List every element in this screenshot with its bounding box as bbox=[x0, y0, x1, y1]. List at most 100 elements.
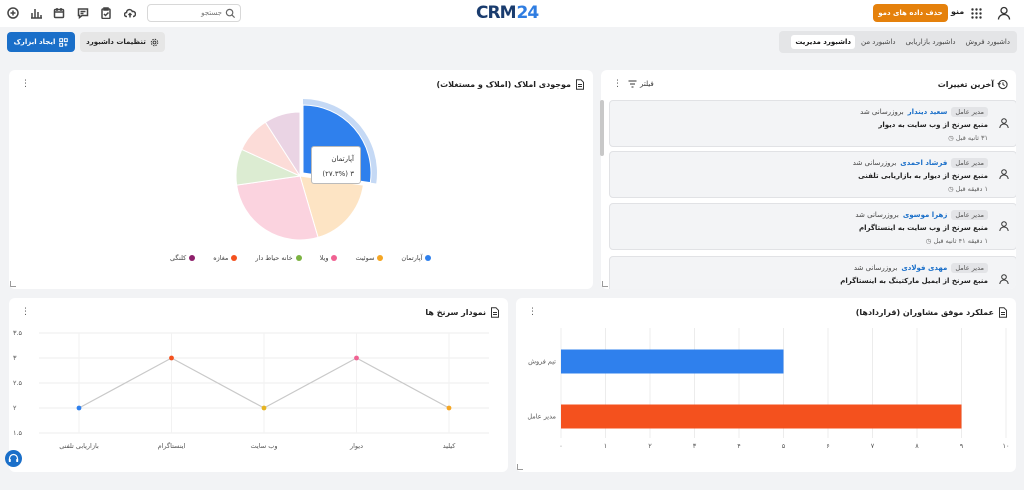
x-tick-label: ۹ bbox=[960, 442, 964, 450]
legend-label: سوئیت bbox=[355, 254, 375, 262]
pie-slice[interactable] bbox=[236, 175, 319, 241]
x-tick-label: ۵ bbox=[782, 442, 786, 450]
legend-item[interactable]: خانه حیاط دار bbox=[255, 254, 302, 262]
person-icon bbox=[999, 274, 1009, 285]
data-point[interactable] bbox=[169, 355, 174, 361]
property-inventory-title: موجودی املاک (املاک و مستغلات) bbox=[436, 80, 571, 89]
filter-button[interactable]: فیلتر bbox=[628, 80, 654, 88]
pie-slice[interactable] bbox=[299, 175, 364, 239]
grid-menu-icon[interactable] bbox=[971, 8, 982, 19]
legend-item[interactable]: آپارتمان bbox=[401, 254, 432, 262]
resize-handle[interactable] bbox=[602, 281, 608, 287]
bar[interactable] bbox=[561, 349, 784, 374]
y-category-label: تیم فروش bbox=[528, 358, 556, 366]
legend-label: ویلا bbox=[319, 254, 329, 262]
y-tick-label: ۱.۵ bbox=[13, 429, 23, 437]
feed-item[interactable]: مدیر عامل زهرا موسوی بروزرسانی شد منبع سرن… bbox=[609, 203, 1016, 250]
document-icon bbox=[999, 307, 1007, 318]
feed-item[interactable]: مدیر عامل فرشاد احمدی بروزرسانی شد منبع سر… bbox=[609, 151, 1016, 198]
feed-detail: منبع سرنخ از دیوار به بازاریابی تلفنی bbox=[858, 172, 988, 180]
dashboard-settings-label: تنظیمات داشبورد bbox=[86, 38, 146, 46]
dashboard-settings-button[interactable]: تنظیمات داشبورد bbox=[80, 32, 165, 52]
feed-user-name[interactable]: سعید دیندار bbox=[907, 108, 948, 116]
data-point[interactable] bbox=[446, 405, 452, 411]
x-tick-label: ۳ bbox=[693, 442, 697, 450]
legend-dot bbox=[377, 255, 384, 261]
data-point[interactable] bbox=[261, 405, 267, 411]
legend-item[interactable]: سوئیت bbox=[355, 254, 384, 262]
clock-icon: ◷ bbox=[925, 237, 932, 245]
resize-handle[interactable] bbox=[10, 281, 16, 287]
pie-tooltip: آپارتمان ۳ (۲۷.۳%) bbox=[311, 146, 361, 184]
advisor-performance-title: عملکرد موفق مشاوران (قراردادها) bbox=[855, 308, 994, 317]
feed-scrollbar[interactable] bbox=[600, 100, 604, 156]
feed-action: بروزرسانی شد bbox=[852, 159, 897, 167]
search-input[interactable] bbox=[156, 7, 222, 19]
bar[interactable] bbox=[561, 404, 962, 429]
feed-time: ۱ دقیقه قبل bbox=[955, 185, 988, 193]
x-tick-label: کیلید bbox=[443, 442, 456, 450]
tooltip-value: ۳ (۲۷.۳%) bbox=[322, 170, 354, 178]
tab-my-dashboard[interactable]: داشبورد من bbox=[860, 38, 896, 46]
support-button[interactable] bbox=[5, 450, 22, 467]
filter-icon bbox=[628, 80, 637, 88]
plus-circle-icon[interactable] bbox=[7, 7, 19, 19]
x-tick-label: وب سایت bbox=[251, 442, 278, 450]
create-widget-button[interactable]: ایجاد ابزارک bbox=[7, 32, 75, 52]
legend-item[interactable]: مغازه bbox=[213, 254, 238, 262]
delete-demo-data-button[interactable]: حذف داده های دمو bbox=[873, 4, 948, 22]
legend-dot bbox=[295, 255, 302, 261]
legend-dot bbox=[231, 255, 238, 261]
calendar-icon[interactable] bbox=[53, 7, 65, 19]
pie-legend: آپارتمان سوئیت ویلا خانه حیاط دار مغازه کلنگی bbox=[170, 254, 432, 262]
message-icon[interactable] bbox=[77, 7, 89, 19]
lead-chart-card: نمودار سرنخ ها ⋮ ۱.۵ ۲ ۲.۵ ۳ ۳.۵ بازاریابی تل… bbox=[9, 298, 508, 472]
feed-time: ۱ دقیقه ۴۱ ثانیه قبل bbox=[933, 237, 988, 245]
legend-item[interactable]: کلنگی bbox=[170, 254, 196, 262]
chart-icon[interactable] bbox=[30, 7, 42, 19]
tab-sales-dashboard[interactable]: داشبورد فروش bbox=[965, 38, 1010, 46]
feed-user-name[interactable]: مهدی فولادی bbox=[901, 264, 948, 272]
y-category-label: مدیر عامل bbox=[527, 413, 556, 421]
logo-number: 24 bbox=[516, 3, 539, 23]
clipboard-icon[interactable] bbox=[100, 7, 112, 19]
resize-handle[interactable] bbox=[517, 464, 523, 470]
person-icon bbox=[999, 118, 1009, 129]
role-badge: مدیر عامل bbox=[951, 107, 988, 117]
x-tick-label: اینستاگرام bbox=[158, 442, 186, 450]
app-logo: CRM 24 bbox=[476, 2, 539, 24]
feed-item[interactable]: مدیر عامل سعید دیندار بروزرسانی شد منبع سر… bbox=[609, 100, 1016, 147]
search-icon[interactable] bbox=[225, 8, 236, 19]
data-point[interactable] bbox=[76, 405, 82, 411]
user-icon[interactable] bbox=[996, 5, 1012, 21]
recent-changes-feed: مدیر عامل سعید دیندار بروزرسانی شد منبع سر… bbox=[609, 100, 1016, 289]
role-badge: مدیر عامل bbox=[951, 263, 988, 273]
tab-management-dashboard[interactable]: داشبورد مدیریت bbox=[791, 35, 855, 49]
clock-icon: ◷ bbox=[947, 185, 954, 193]
search-box[interactable] bbox=[147, 4, 241, 22]
cloud-upload-icon[interactable] bbox=[124, 7, 136, 19]
x-tick-label: بازاریابی تلفنی bbox=[59, 442, 99, 450]
legend-label: آپارتمان bbox=[401, 254, 423, 262]
menu-label[interactable]: منو bbox=[951, 7, 965, 16]
x-tick-label: ۱۰ bbox=[1003, 442, 1010, 450]
legend-dot bbox=[425, 255, 432, 261]
x-tick-label: ۱ bbox=[604, 442, 608, 450]
recent-changes-menu-icon[interactable]: ⋮ bbox=[613, 79, 622, 89]
legend-label: خانه حیاط دار bbox=[255, 254, 293, 262]
recent-changes-title: آخرین تغییرات bbox=[937, 80, 994, 89]
y-tick-label: ۲.۵ bbox=[13, 379, 23, 387]
line-chart: ۱.۵ ۲ ۲.۵ ۳ ۳.۵ بازاریابی تلفنی اینستاگرام وب س… bbox=[13, 329, 489, 450]
feed-user-name[interactable]: فرشاد احمدی bbox=[900, 159, 948, 167]
bar-chart: ۰ ۱ ۲ ۳ ۴ ۵ ۶ ۷ ۸ ۹ ۱۰ تیم فروش مدیر عامل bbox=[527, 328, 1010, 450]
tab-marketing-dashboard[interactable]: داشبورد بازاریابی bbox=[905, 38, 956, 46]
feed-detail: منبع سرنخ از ایمیل مارکتینگ به اینستاگرا… bbox=[840, 277, 988, 285]
data-point[interactable] bbox=[354, 355, 359, 361]
feed-user-name[interactable]: زهرا موسوی bbox=[902, 211, 948, 219]
headset-icon bbox=[8, 453, 19, 462]
feed-item[interactable]: مدیر عامل مهدی فولادی بروزرسانی شد منبع سر… bbox=[609, 256, 1016, 289]
feed-time: ۳۱ ثانیه قبل bbox=[955, 134, 988, 142]
pie-slice[interactable] bbox=[264, 111, 301, 178]
legend-item[interactable]: ویلا bbox=[320, 254, 338, 262]
